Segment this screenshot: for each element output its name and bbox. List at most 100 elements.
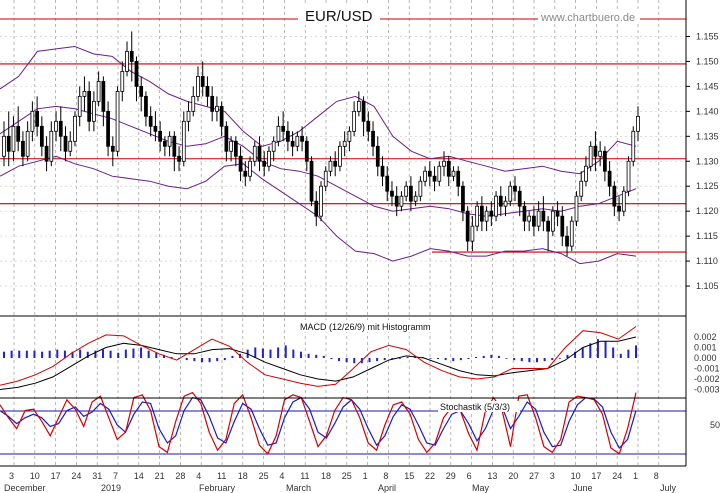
candle-body	[271, 140, 276, 152]
candle-body	[574, 195, 579, 222]
candle-body	[352, 110, 356, 132]
candle	[101, 76, 106, 127]
candle	[271, 136, 276, 162]
macd-histogram-bar	[627, 349, 630, 358]
candle-body	[626, 160, 631, 192]
macd-histogram-bar	[193, 358, 196, 362]
candle-body	[6, 135, 11, 152]
candle	[427, 161, 432, 187]
watermark-background	[538, 10, 640, 24]
candle-body	[314, 200, 319, 217]
candle	[248, 156, 252, 182]
candle-body	[68, 140, 73, 152]
candle	[30, 101, 35, 142]
candle	[144, 91, 148, 127]
candle	[603, 146, 607, 182]
candle-body	[513, 185, 517, 192]
stochastic-title-background	[438, 401, 520, 412]
macd-histogram-bar	[200, 358, 203, 363]
macd-histogram-bar	[444, 358, 447, 361]
stochastic-panel: Stochastik (5/3/3)	[0, 391, 686, 455]
candle-body	[484, 210, 489, 222]
horizontal-grid	[0, 36, 686, 287]
candle-body	[498, 195, 503, 207]
candle-body	[224, 125, 229, 152]
candle	[6, 111, 11, 167]
candle	[120, 61, 125, 102]
macd-histogram-bar	[71, 351, 74, 358]
macd-histogram-bar	[490, 354, 493, 358]
candle	[304, 136, 309, 172]
candle	[588, 141, 593, 172]
candle	[598, 141, 603, 167]
candle	[35, 96, 39, 137]
macd-histogram-bar	[376, 358, 379, 362]
date-tick-label: 24	[71, 471, 81, 481]
macd-histogram-bar	[254, 347, 257, 358]
price-tick-label: 1.135	[696, 131, 719, 141]
macd-histogram-bar	[528, 358, 531, 363]
candle	[328, 156, 333, 177]
candle	[569, 216, 574, 252]
candle	[115, 86, 120, 157]
candle	[44, 136, 49, 172]
candle-body	[607, 170, 612, 187]
candle	[21, 131, 25, 167]
month-label: February	[199, 483, 236, 493]
macd-histogram-bar	[269, 349, 272, 358]
candle-body	[636, 115, 640, 132]
candle-body	[219, 105, 224, 127]
candle	[413, 191, 418, 207]
candle	[186, 101, 191, 132]
macd-histogram-bar	[482, 355, 485, 358]
candle	[92, 91, 96, 132]
date-tick-label: 10	[571, 471, 581, 481]
candle	[333, 151, 338, 177]
candle-body	[465, 210, 470, 242]
candle	[565, 226, 569, 257]
candle-body	[96, 80, 101, 102]
candle	[584, 156, 588, 187]
candle	[432, 166, 437, 192]
candle	[309, 156, 314, 207]
macd-histogram-bar	[132, 348, 135, 358]
macd-histogram-bar	[429, 358, 432, 359]
title-background	[298, 6, 380, 25]
candle	[63, 126, 68, 162]
candle	[200, 61, 205, 97]
candle-body	[82, 90, 87, 97]
candle	[451, 166, 456, 182]
candle-body	[588, 145, 593, 167]
candle	[484, 206, 489, 232]
candle-body	[366, 120, 371, 132]
candle	[252, 141, 257, 167]
candle-body	[319, 185, 323, 217]
candle-body	[167, 135, 172, 147]
candle-body	[58, 120, 63, 137]
macd-tick-label: 0.002	[694, 332, 717, 342]
candle-body	[541, 210, 546, 222]
candle	[494, 191, 498, 222]
macd-histogram-bar	[558, 358, 561, 359]
candle	[77, 86, 82, 127]
macd-histogram	[3, 339, 637, 364]
watermark: www.chartbuero.de	[540, 12, 635, 24]
candle-body	[309, 160, 314, 202]
macd-histogram-bar	[277, 347, 280, 358]
chart-title: EUR/USD	[305, 8, 373, 25]
candle-body	[522, 205, 527, 222]
candle	[16, 106, 21, 152]
candle-body	[267, 150, 271, 167]
candle-body	[210, 95, 215, 112]
macd-histogram-bar	[124, 349, 127, 358]
candle-body	[148, 115, 153, 127]
candle-body	[35, 110, 39, 127]
bollinger-upper-band	[0, 45, 637, 175]
candle	[631, 126, 636, 167]
candle-body	[390, 190, 394, 197]
candle	[375, 136, 380, 177]
candle-body	[73, 115, 77, 142]
macd-histogram-bar	[292, 349, 295, 358]
candle	[191, 86, 196, 117]
